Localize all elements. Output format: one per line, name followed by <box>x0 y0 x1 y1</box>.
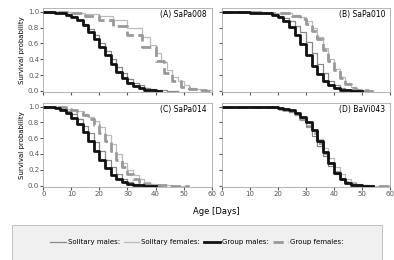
Y-axis label: Survival probability: Survival probability <box>19 16 25 84</box>
Text: (B) SaPa010: (B) SaPa010 <box>338 10 385 19</box>
FancyBboxPatch shape <box>12 225 382 260</box>
Legend: Solitary males:, Solitary females:, Group males:, Group females:: Solitary males:, Solitary females:, Grou… <box>48 237 346 248</box>
Text: (D) BaVi043: (D) BaVi043 <box>339 105 385 114</box>
Text: (C) SaPa014: (C) SaPa014 <box>160 105 206 114</box>
Text: Age [Days]: Age [Days] <box>193 207 240 216</box>
Y-axis label: Survival probability: Survival probability <box>19 111 25 179</box>
Text: (A) SaPa008: (A) SaPa008 <box>160 10 206 19</box>
